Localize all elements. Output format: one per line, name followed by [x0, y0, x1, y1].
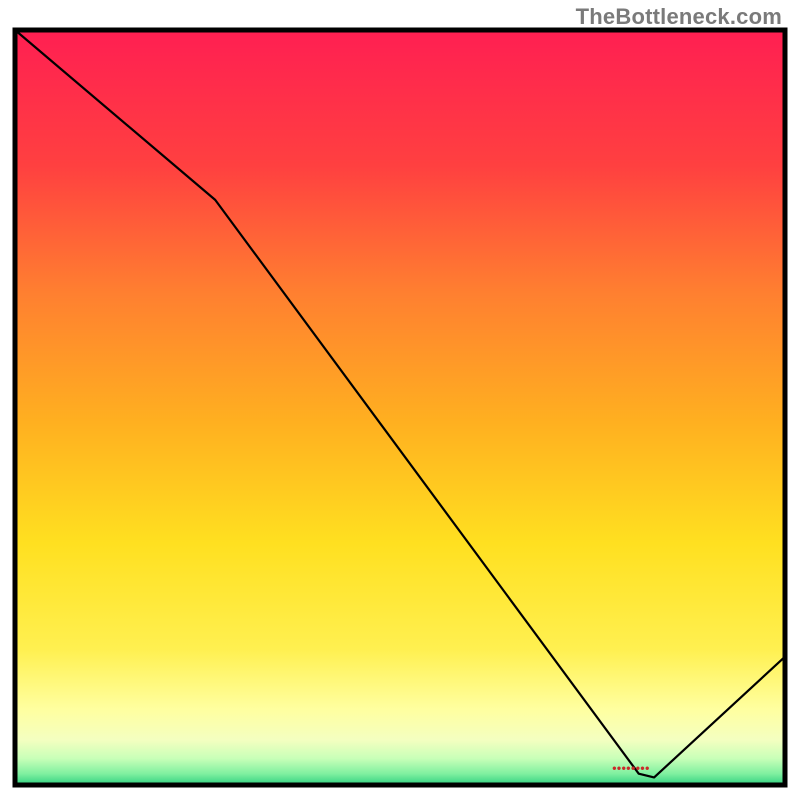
- watermark-text: TheBottleneck.com: [576, 4, 782, 30]
- data-point-label: ••••••••: [612, 761, 650, 775]
- chart-container: TheBottleneck.com ••••••••: [0, 0, 800, 800]
- chart-svg: [0, 0, 800, 800]
- plot-background: [15, 30, 785, 785]
